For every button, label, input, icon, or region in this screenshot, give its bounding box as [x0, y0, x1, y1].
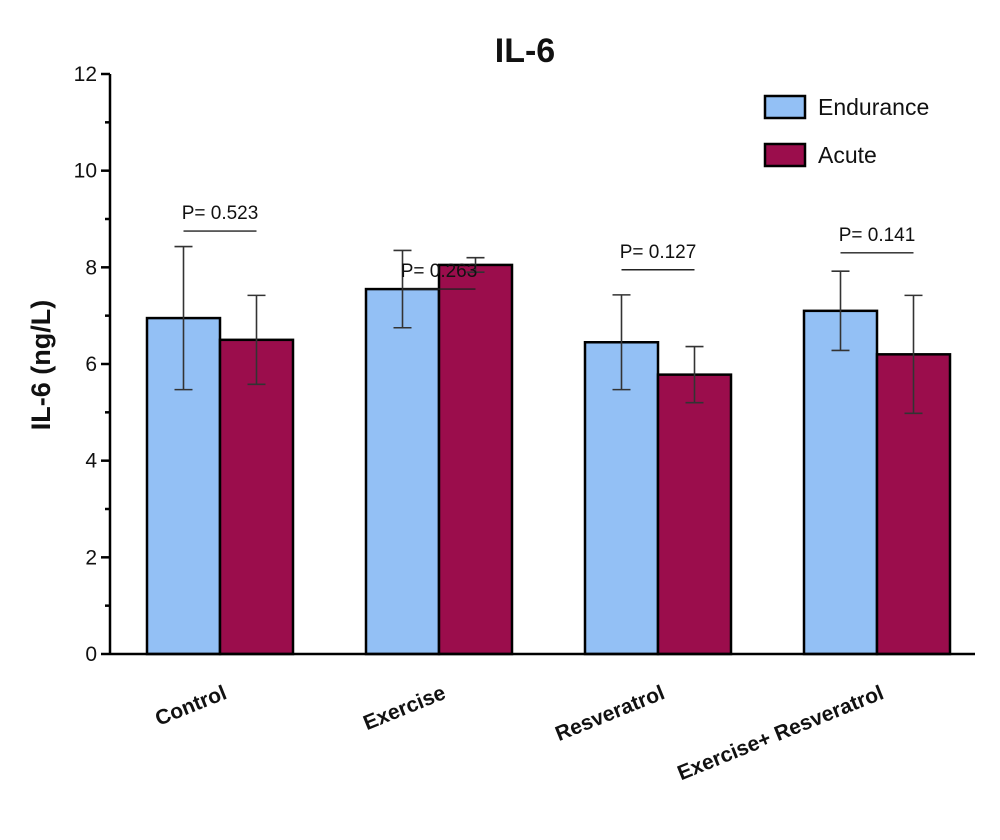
legend-swatch-endurance [763, 94, 807, 120]
bar-endurance [802, 309, 879, 656]
bar-acute [437, 263, 514, 656]
chart-title: IL-6 [495, 32, 555, 70]
y-tick-label: 2 [85, 546, 97, 569]
axes [108, 74, 975, 656]
bar-acute [656, 373, 733, 656]
bar-acute [218, 338, 295, 656]
p-value-label: P= 0.141 [839, 225, 916, 246]
p-value-label: P= 0.523 [182, 203, 259, 224]
legend-swatch-acute [763, 142, 807, 168]
y-tick-label: 8 [85, 256, 97, 279]
y-tick-label: 6 [85, 353, 97, 376]
y-axis-ticks: 0 2 4 6 8 10 12 [74, 63, 110, 666]
legend: Endurance Acute [763, 94, 929, 168]
x-axis-labels: Control Exercise Resveratrol Exercise+ Resv… [152, 681, 887, 785]
y-tick-label: 0 [85, 643, 97, 666]
y-tick-label: 10 [74, 160, 97, 183]
legend-label-endurance: Endurance [818, 94, 929, 120]
p-value-label: P= 0.263 [401, 261, 478, 282]
p-value-annotations: P= 0.523 P= 0.263 P= 0.127 P= 0.141 [182, 203, 916, 290]
x-tick-label: Exercise [360, 681, 449, 735]
x-tick-label: Resveratrol [552, 681, 668, 746]
x-tick-label: Exercise+ Resveratrol [674, 681, 887, 785]
x-tick-label: Control [152, 681, 230, 730]
bar-endurance [364, 287, 441, 656]
bars [145, 245, 952, 656]
legend-label-acute: Acute [818, 142, 877, 168]
p-value-label: P= 0.127 [620, 242, 697, 263]
y-tick-label: 12 [74, 63, 97, 86]
y-axis-label: IL-6 (ng/L) [26, 300, 56, 430]
y-tick-label: 4 [85, 450, 97, 473]
